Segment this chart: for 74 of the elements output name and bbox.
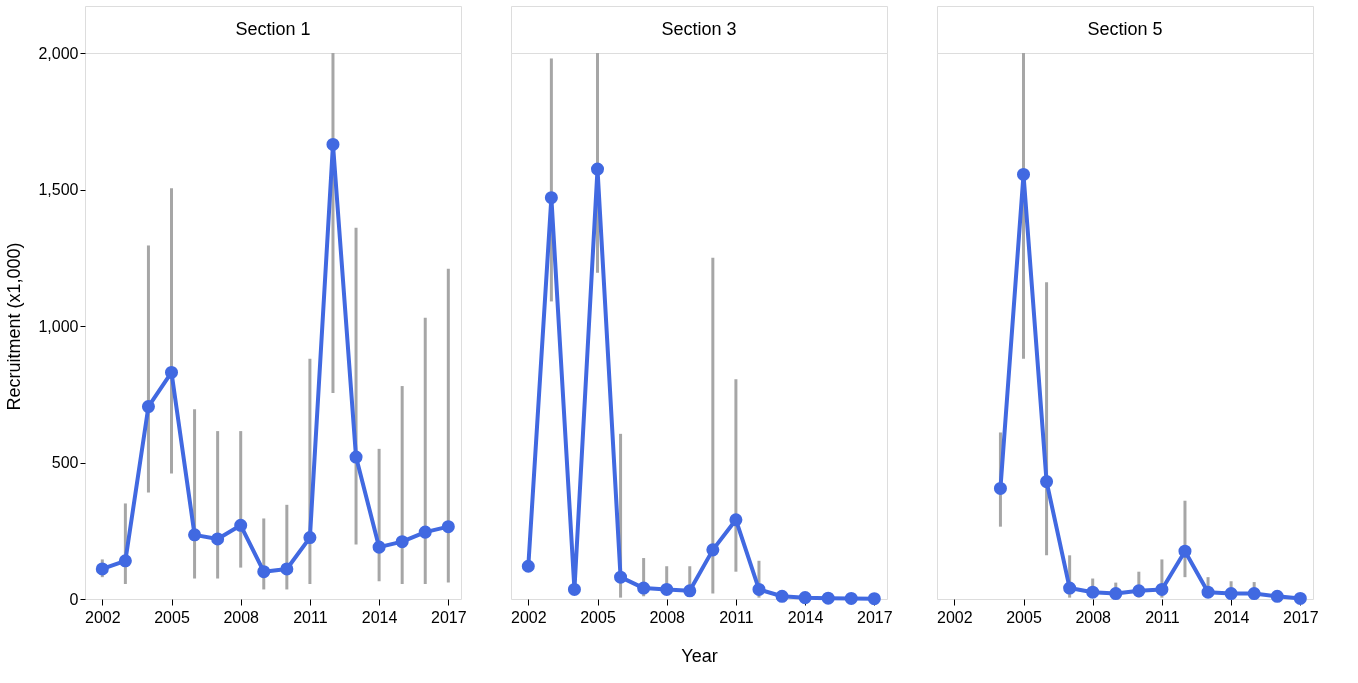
- point: [729, 513, 743, 527]
- point: [234, 518, 248, 532]
- point: [280, 562, 294, 576]
- point: [683, 584, 697, 598]
- x-tick-label: 2005: [580, 608, 616, 626]
- y-tick-label: 0: [69, 590, 79, 608]
- point: [95, 562, 109, 576]
- point: [614, 570, 628, 584]
- x-tick-label: 2002: [937, 608, 973, 626]
- x-tick-label: 2002: [85, 608, 121, 626]
- point: [141, 400, 155, 414]
- point: [1016, 167, 1031, 181]
- point: [637, 581, 651, 595]
- point: [590, 162, 605, 176]
- point: [303, 531, 317, 545]
- y-tick-label: 1,000: [38, 317, 79, 335]
- x-tick-label: 2017: [431, 608, 467, 626]
- point: [1063, 581, 1077, 595]
- x-tick-label: 2011: [719, 608, 754, 626]
- x-tick-label: 2011: [1145, 608, 1180, 626]
- x-tick-label: 2008: [1075, 608, 1112, 626]
- point: [567, 582, 581, 596]
- x-tick-label: 2008: [649, 608, 686, 626]
- point: [1040, 475, 1054, 489]
- point: [706, 543, 720, 557]
- chart-title: Section 1: [235, 19, 311, 39]
- chart-title: Section 5: [1087, 19, 1163, 39]
- x-axis-title: Year: [681, 645, 718, 666]
- point: [1155, 582, 1169, 596]
- point: [1086, 585, 1100, 599]
- point: [521, 559, 535, 573]
- point: [211, 532, 225, 546]
- y-tick-label: 1,500: [38, 181, 79, 198]
- point: [164, 365, 179, 379]
- x-tick-label: 2008: [223, 608, 260, 626]
- point: [418, 525, 432, 539]
- point: [188, 528, 202, 542]
- x-tick-label: 2005: [154, 608, 190, 626]
- x-tick-label: 2014: [1213, 608, 1250, 626]
- x-tick-label: 2017: [1283, 608, 1319, 626]
- chart-title: Section 3: [661, 19, 737, 39]
- point: [1109, 587, 1123, 601]
- point: [372, 540, 386, 554]
- point: [257, 565, 271, 579]
- y-axis-title: Recruitment (x1,000): [4, 242, 25, 411]
- x-tick-label: 2017: [857, 608, 893, 626]
- point: [395, 535, 409, 549]
- point: [441, 520, 455, 534]
- y-tick-label: 2,000: [38, 44, 79, 62]
- point: [775, 589, 789, 603]
- point: [844, 591, 858, 605]
- x-tick-label: 2005: [1006, 608, 1042, 626]
- point: [1201, 585, 1215, 599]
- point: [326, 137, 340, 151]
- point: [798, 591, 812, 605]
- point: [1224, 587, 1238, 601]
- point: [118, 554, 132, 568]
- point: [867, 592, 881, 606]
- x-tick-label: 2014: [361, 608, 398, 626]
- y-tick-label: 500: [51, 454, 79, 471]
- point: [660, 582, 674, 596]
- point: [993, 481, 1007, 495]
- x-tick-label: 2002: [511, 608, 547, 626]
- point: [1178, 544, 1192, 558]
- point: [349, 450, 363, 464]
- point: [1270, 589, 1284, 603]
- point: [1247, 587, 1261, 601]
- point: [1132, 584, 1146, 598]
- x-tick-label: 2011: [293, 608, 328, 626]
- point: [752, 582, 766, 596]
- point: [544, 191, 558, 205]
- x-tick-label: 2014: [787, 608, 824, 626]
- point: [1293, 591, 1307, 605]
- point: [821, 591, 835, 605]
